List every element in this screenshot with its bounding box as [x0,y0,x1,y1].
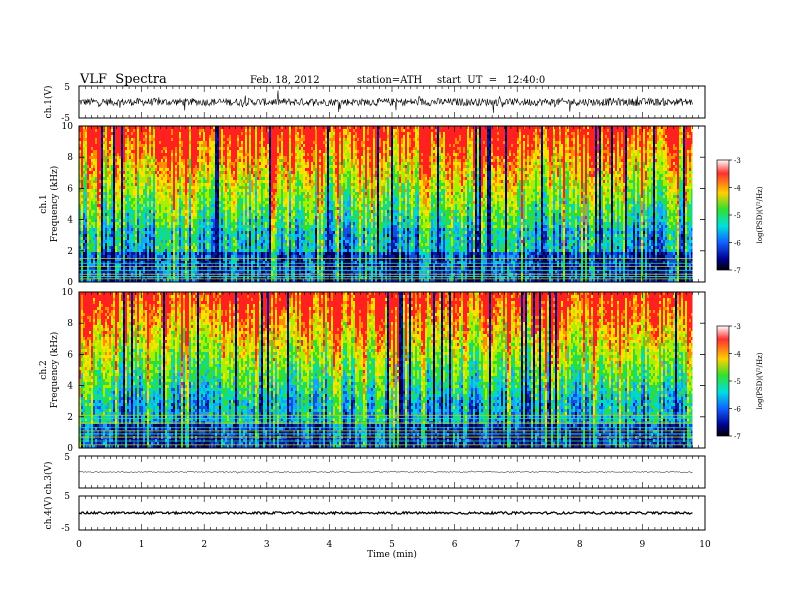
x-tick-label: 5 [389,540,395,550]
x-tick-label: 3 [264,540,270,550]
x-tick-label: 7 [514,540,520,550]
spec-ytick-label: 2 [67,247,73,257]
x-axis-tick-labels: 0 1 2 3 4 5 6 7 8 9 10 [76,540,711,550]
ch3-waveform-panel: 5 ch.3(V) [43,453,705,494]
ch1-spec-ylabel-channel: ch.1 [39,194,49,213]
ch1-spec-ylabel-frequency: Frequency (kHz) [49,166,60,243]
colorbar-tick-label: -7 [734,267,741,275]
ch1-ytick-top: 5 [64,83,70,93]
x-tick-label: 6 [452,540,458,550]
x-tick-label: 1 [139,540,145,550]
colorbar-tick-label: -4 [734,351,741,359]
ch1-waveform-panel: 5 -5 ch.1(V) [43,83,705,124]
ch1-colorbar-label: log(PSD)(V²/Hz) [756,186,764,243]
colorbar-tick-label: -5 [734,212,741,220]
spec-ytick-label: 4 [67,382,73,392]
ch4-ytick-bottom: -5 [61,524,70,534]
spec-ytick-label: 10 [62,288,74,298]
colorbar-tick-label: -6 [734,240,741,248]
ch2-colorbar-label: log(PSD)(V²/Hz) [756,352,764,409]
x-tick-label: 8 [577,540,583,550]
colorbar-tick-label: -7 [734,433,741,441]
ch3-ylabel: ch.3(V) [43,462,54,495]
colorbar-tick-label: -3 [734,157,741,165]
ch3-ytick-top: 5 [64,453,70,463]
x-tick-label: 4 [327,540,333,550]
colorbar-tick-label: -6 [734,406,741,414]
ch2-colorbar [717,326,729,436]
spec-ytick-label: 4 [67,216,73,226]
x-tick-label: 2 [201,540,207,550]
ch2-spec-ylabel-channel: ch.2 [39,360,49,379]
spec-ytick-label: 2 [67,413,73,423]
colorbar-tick-label: -5 [734,378,741,386]
spec-ytick-label: 10 [62,122,74,132]
spec-ytick-label: 6 [67,350,73,360]
ch1-spectrogram-image [79,126,705,282]
x-tick-label: 0 [76,540,82,550]
x-tick-label: 9 [640,540,646,550]
ch4-waveform-panel: 5 -5 ch.4(V) [43,492,705,534]
spec-ytick-label: 0 [67,278,73,288]
spec-ytick-label: 6 [67,184,73,194]
ch2-spec-ylabel-frequency: Frequency (kHz) [49,332,60,409]
ch1-colorbar [717,160,729,270]
spec-ytick-label: 8 [67,319,73,329]
x-axis-label: Time (min) [367,549,417,560]
ch1-ylabel: ch.1(V) [43,86,54,119]
spec-ytick-label: 8 [67,153,73,163]
colorbar-tick-label: -3 [734,323,741,331]
ch4-ytick-top: 5 [64,492,70,502]
colorbar-tick-label: -4 [734,185,741,193]
ch4-ylabel: ch.4(V) [43,497,54,530]
x-tick-label: 10 [699,540,711,550]
ch2-spectrogram-image [79,292,705,448]
